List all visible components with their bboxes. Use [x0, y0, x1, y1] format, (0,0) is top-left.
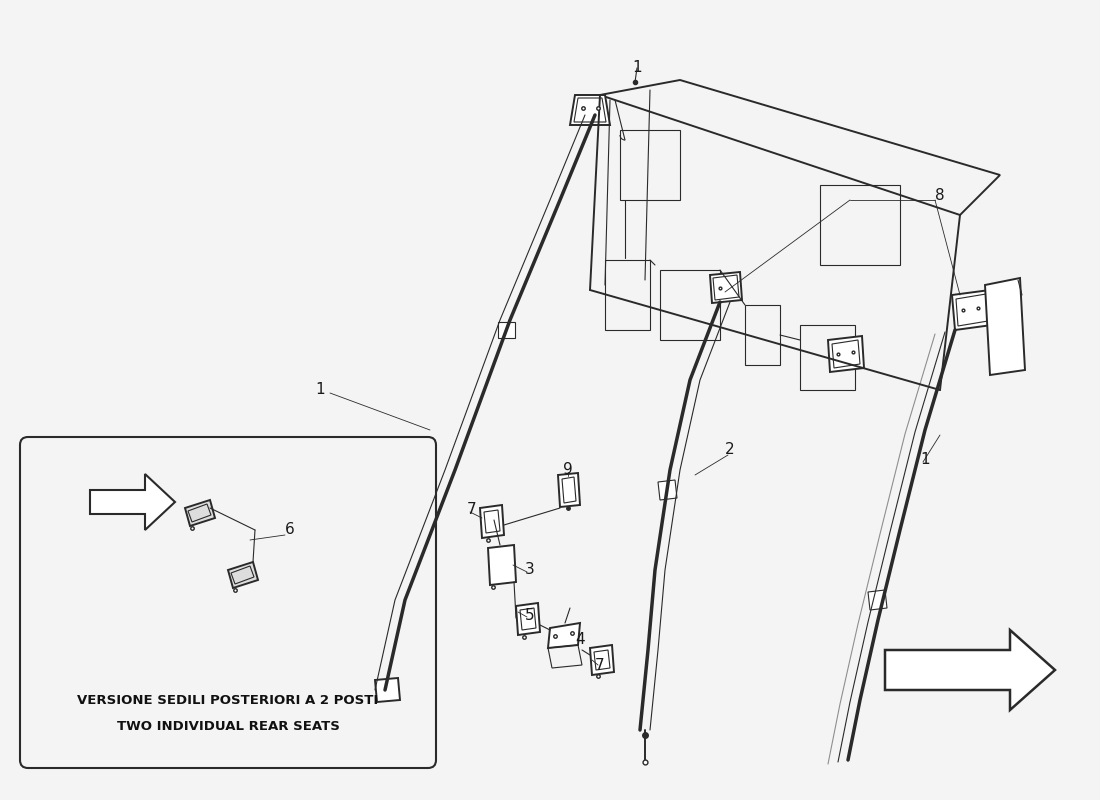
Text: 1: 1: [316, 382, 324, 398]
Polygon shape: [886, 630, 1055, 710]
Text: 4: 4: [575, 633, 585, 647]
Polygon shape: [952, 290, 992, 330]
Polygon shape: [984, 278, 1025, 375]
Text: 7: 7: [595, 658, 605, 673]
Polygon shape: [590, 645, 614, 675]
Text: 2: 2: [725, 442, 735, 458]
Polygon shape: [868, 590, 887, 610]
Polygon shape: [570, 95, 611, 125]
Text: 1: 1: [921, 453, 929, 467]
Polygon shape: [90, 474, 175, 530]
Polygon shape: [228, 562, 258, 588]
Polygon shape: [548, 623, 580, 648]
Text: 3: 3: [525, 562, 535, 578]
Polygon shape: [488, 545, 516, 585]
Polygon shape: [498, 322, 515, 338]
Text: 9: 9: [563, 462, 573, 478]
Polygon shape: [558, 473, 580, 507]
Polygon shape: [185, 500, 214, 526]
Text: 6: 6: [285, 522, 295, 538]
Text: 7: 7: [468, 502, 476, 518]
Polygon shape: [480, 505, 504, 538]
Polygon shape: [828, 336, 864, 372]
Polygon shape: [375, 678, 400, 702]
Polygon shape: [710, 272, 742, 303]
Polygon shape: [658, 480, 676, 500]
Text: VERSIONE SEDILI POSTERIORI A 2 POSTI: VERSIONE SEDILI POSTERIORI A 2 POSTI: [77, 694, 378, 706]
Text: 5: 5: [525, 607, 535, 622]
Polygon shape: [516, 603, 540, 635]
Text: TWO INDIVIDUAL REAR SEATS: TWO INDIVIDUAL REAR SEATS: [117, 719, 340, 733]
Text: 1: 1: [632, 61, 641, 75]
Text: 8: 8: [935, 187, 945, 202]
